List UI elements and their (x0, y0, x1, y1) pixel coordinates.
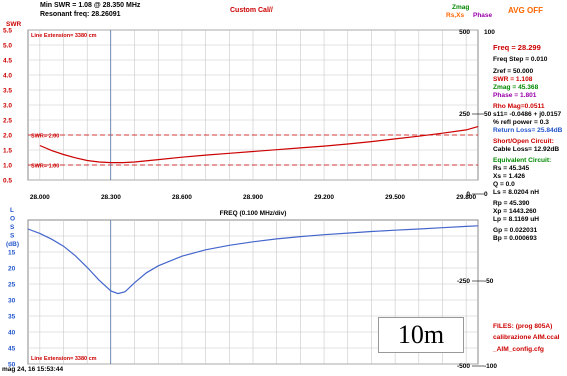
loss-ytick-label: 35 (8, 314, 16, 321)
x-tick-label: 28.300 (101, 194, 121, 201)
line-extension-label-loss: Line Extension= 3380 cm (31, 356, 97, 362)
swr-axis-label: SWR (6, 21, 21, 28)
swr-ytick-label: 4.5 (3, 58, 12, 65)
right-axis-phase-label: 100 (484, 29, 495, 36)
swr-ytick-label: 3.5 (3, 88, 12, 95)
band-watermark: 10m (378, 317, 464, 353)
loss-series-line (27, 225, 479, 295)
swr-ytick-label: 2.0 (3, 133, 12, 140)
loss-axis-label: S (10, 224, 15, 231)
rs-readout: Rs = 45.345 (493, 165, 530, 172)
min-swr-value: 1.08 @ 28.350 MHz (78, 2, 141, 9)
min-swr-label: Min SWR = 1.08 @ 28.350 MHz (40, 2, 141, 9)
swr-ytick-label: 4.0 (3, 73, 12, 80)
right-axis-phase-label: 0 (484, 191, 488, 198)
chart-title: Custom Cal// (230, 7, 273, 14)
equiv-circuit-title: Equivalent Circuit: (493, 157, 552, 164)
loss-axis-label: L (10, 207, 14, 214)
right-axis-zmag-label: -250 (457, 278, 470, 285)
rp-readout: Rp = 45.390 (493, 200, 530, 207)
resonant-freq-value: 28.26091 (91, 11, 121, 18)
timestamp: mag 24, 16 15:53:44 (2, 366, 64, 373)
right-axis-phase-label: 50 (484, 111, 492, 118)
ls-readout: Ls = 8.0204 nH (493, 189, 539, 196)
loss-ytick-label: 30 (8, 298, 16, 305)
short-open-title: Short/Open Circuit: (493, 138, 554, 145)
measurement-panel: Freq = 28.299 Freq Step = 0.010 Zref = 5… (493, 44, 567, 243)
freq-step-readout: Freq Step = 0.010 (493, 56, 548, 63)
rsxs-legend: Rs,Xs (446, 12, 465, 19)
resonant-freq-label: Resonant freq: 28.26091 (40, 11, 121, 18)
s11-readout: s11= -0.0486 + j0.0157 (493, 111, 562, 118)
loss-ytick-label: 25 (8, 282, 16, 289)
right-axis-phase-label: -100 (484, 363, 497, 370)
bp-readout: Bp = 0.000693 (493, 235, 537, 242)
right-axis-zmag-label: 500 (459, 29, 470, 36)
rho-mag-readout: Rho Mag=0.0511 (493, 103, 545, 110)
phase-legend: Phase (473, 12, 493, 19)
loss-axis-label: S (10, 233, 15, 240)
swr-series-line (39, 126, 479, 164)
file-config: _AIM_config.cfg (493, 346, 544, 353)
x-axis-label: FREQ (0.100 MHz/div) (220, 210, 287, 217)
file-calibration: calibrazione AIM.ccal (493, 334, 560, 341)
loss-ytick-label: 45 (8, 346, 16, 353)
loss-ytick-label: 40 (8, 330, 16, 337)
swr-readout: SWR = 1.108 (493, 76, 533, 83)
q-readout: Q = 0.0 (493, 181, 515, 188)
gp-readout: Gp = 0.022031 (493, 227, 538, 234)
x-tick-label: 29.200 (314, 194, 334, 201)
x-tick-label: 29.800 (456, 194, 476, 201)
line-extension-label: Line Extension= 3380 cm (31, 33, 97, 39)
lp-readout: Lp = 8.1169 uH (493, 216, 539, 223)
xp-readout: Xp = 1443.260 (493, 208, 537, 215)
swr-ytick-label: 0.5 (3, 178, 12, 185)
loss-ytick-label: 15 (8, 250, 16, 257)
x-tick-label: 28.900 (243, 194, 263, 201)
swr-ytick-label: 2.5 (3, 118, 12, 125)
swr-ytick-label: 3.0 (3, 103, 12, 110)
refl-power-readout: % refl power = 0.3 (493, 119, 549, 126)
loss-ytick-label: 50 (8, 362, 16, 369)
right-axis-zmag-label: -500 (457, 363, 470, 370)
loss-ytick-label: 20 (8, 266, 16, 273)
swr-ref-label-2: SWR= 2.00 (31, 134, 59, 140)
right-axis-zmag-label: 0 (466, 191, 470, 198)
zref-readout: Zref = 50.000 (493, 68, 534, 75)
swr-ytick-label: 5.0 (3, 43, 12, 50)
swr-ytick-label: 5.5 (3, 28, 12, 35)
xs-readout: Xs = 1.426 (493, 173, 526, 180)
swr-ref-label-1: SWR= 1.00 (31, 164, 59, 170)
x-tick-label: 28.600 (172, 194, 192, 201)
zmag-readout: Zmag = 45.368 (493, 84, 539, 91)
avg-status: AVG OFF (508, 6, 543, 15)
freq-readout: Freq = 28.299 (493, 43, 541, 52)
swr-ytick-label: 1.5 (3, 148, 12, 155)
right-axis-phase-label: -50 (484, 278, 494, 285)
phase-readout: Phase = 1.801 (493, 92, 537, 99)
x-tick-label: 28.000 (30, 194, 50, 201)
files-title: FILES: (prog 805A) (493, 323, 553, 330)
loss-axis-label: (dB) (6, 241, 19, 248)
right-axis-zmag-label: 250 (459, 111, 470, 118)
swr-ytick-label: 1.0 (3, 163, 12, 170)
x-tick-label: 29.500 (385, 194, 405, 201)
return-loss-readout: Return Loss= 25.84dB (493, 127, 563, 134)
zmag-legend: Zmag (452, 4, 470, 11)
loss-axis-label: O (10, 216, 15, 223)
files-panel: FILES: (prog 805A) calibrazione AIM.ccal… (493, 323, 567, 354)
cable-loss-readout: Cable Loss= 12.92dB (493, 146, 560, 153)
